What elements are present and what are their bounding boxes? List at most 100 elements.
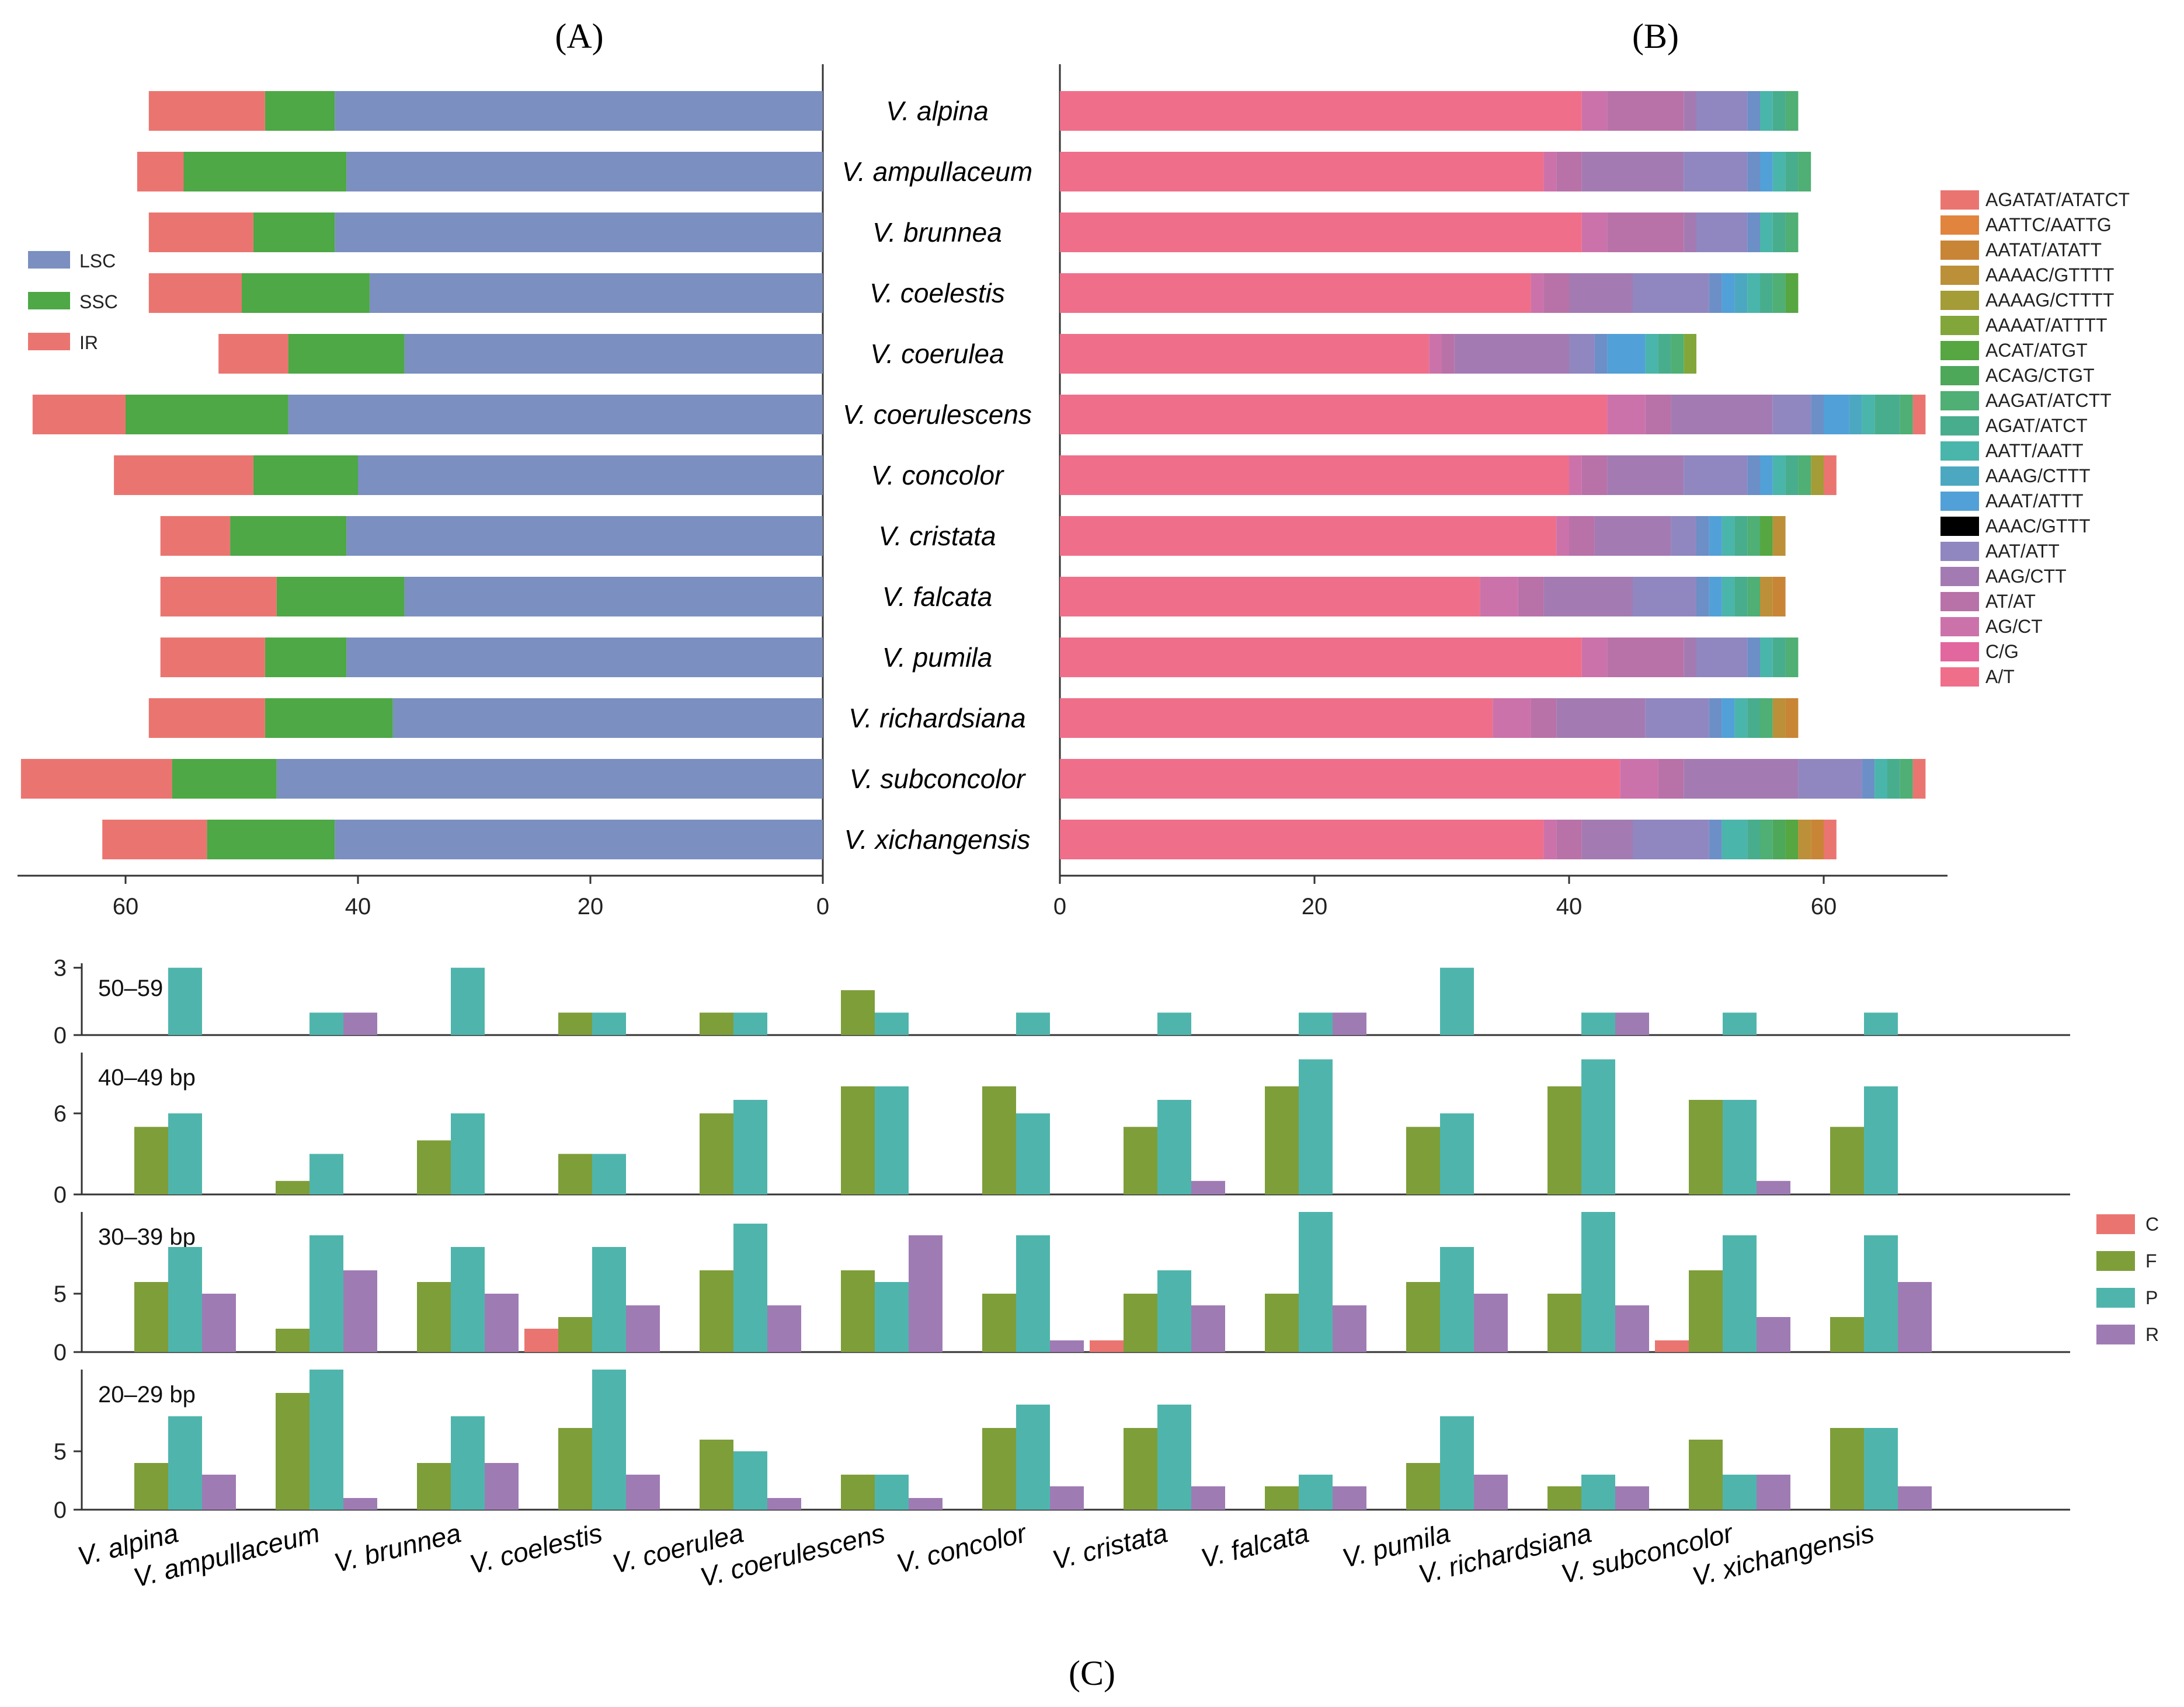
bar-b-v-subconcolor-agatat-atatct [1912, 759, 1926, 799]
bar-c-2-v-coelestis-P [592, 1247, 626, 1352]
bar-b-v-brunnea-ag-ct [1581, 212, 1608, 252]
legend-b-label-aatat-atatt: AATAT/ATATT [1985, 239, 2102, 260]
bar-c-0-v-coelestis-P [592, 1012, 626, 1035]
legend-b-swatch-aat-att [1940, 542, 1979, 561]
bar-a-v-xichangensis-ir [102, 820, 207, 859]
bar-b-v-brunnea-aatt-aatt [1760, 212, 1773, 252]
bar-b-v-brunnea-aat-att [1696, 212, 1748, 252]
legend-b-swatch-aatat-atatt [1940, 241, 1979, 260]
bar-c-0-v-coelestis-F [558, 1012, 592, 1035]
bar-a-v-ampullaceum-ssc [183, 152, 347, 191]
bar-c-2-v-concolor-P [1016, 1235, 1050, 1352]
species-name-v-brunnea: V. brunnea [872, 217, 1002, 248]
bar-b-v-concolor-aatt-aatt [1772, 455, 1786, 495]
bar-b-v-pumila-aag-ctt [1684, 637, 1696, 677]
bar-b-v-richardsiana-aat-att [1645, 698, 1709, 738]
facet-3-ytick-label-0: 0 [54, 1497, 67, 1523]
bar-b-v-pumila-at-at [1607, 637, 1684, 677]
bar-b-v-brunnea-a-t [1060, 212, 1582, 252]
bar-c-2-v-ampullaceum-F [276, 1329, 309, 1352]
legend-b-swatch-a-t [1940, 667, 1979, 687]
legend-b-swatch-ag-ct [1940, 617, 1979, 636]
bar-c-2-v-ampullaceum-R [343, 1270, 377, 1352]
bar-b-v-xichangensis-a-t [1060, 820, 1544, 859]
bar-b-v-coelestis-aac-gttt [1709, 273, 1722, 313]
bar-c-3-v-richardsiana-F [1547, 1486, 1581, 1510]
bar-c-2-v-subconcolor-R [1757, 1317, 1790, 1352]
bar-b-v-coerulea-ag-ct [1429, 334, 1442, 374]
bar-b-v-xichangensis-aac-gttt [1709, 820, 1722, 859]
bar-c-3-v-coerulea-P [733, 1451, 767, 1510]
bar-c-1-v-coerulescens-F [841, 1086, 875, 1194]
panel-c-category-label-v-concolor: V. concolor [893, 1517, 1030, 1579]
bar-c-2-v-subconcolor-C [1655, 1340, 1689, 1352]
legend-b-swatch-aaaag-ctttt [1940, 291, 1979, 310]
legend-b-label-c-g: C/G [1985, 641, 2019, 662]
bar-c-3-v-coelestis-P [592, 1370, 626, 1510]
bar-b-v-subconcolor-aatt-aatt [1875, 759, 1887, 799]
bar-b-v-richardsiana-ag-ct [1493, 698, 1531, 738]
bar-c-3-v-brunnea-P [451, 1416, 485, 1510]
bar-b-v-coerulescens-aagat-atctt [1900, 395, 1913, 434]
facet-2-ytick-label-5: 5 [54, 1281, 67, 1307]
bar-b-v-coelestis-aatt-aatt [1747, 273, 1760, 313]
bar-c-2-v-coelestis-F [558, 1317, 592, 1352]
facet-0-ytick-label-0: 0 [54, 1023, 67, 1048]
bar-c-2-v-cristata-R [1191, 1305, 1225, 1352]
bar-c-1-v-coerulescens-P [875, 1086, 909, 1194]
species-name-v-coelestis: V. coelestis [870, 278, 1005, 308]
bar-a-v-alpina-ir [148, 91, 265, 131]
bar-a-v-subconcolor-ssc [172, 759, 277, 799]
bar-c-3-v-pumila-F [1406, 1463, 1440, 1510]
bar-b-v-cristata-aag-ctt [1594, 516, 1671, 556]
panel-a-tick-label-0: 0 [816, 894, 829, 919]
panel-c-category-label-v-brunnea: V. brunnea [331, 1517, 464, 1578]
bar-a-v-coelestis-ir [148, 273, 242, 313]
bar-c-3-v-ampullaceum-F [276, 1393, 309, 1510]
bar-b-v-xichangensis-aagat-atctt [1760, 820, 1773, 859]
bar-c-3-v-subconcolor-P [1723, 1475, 1757, 1510]
bar-a-v-falcata-ir [160, 577, 277, 616]
bar-c-0-v-alpina-P [168, 967, 202, 1035]
legend-b-swatch-aaat-attt [1940, 492, 1979, 511]
legend-b-swatch-aaag-cttt [1940, 466, 1979, 486]
bar-c-2-v-cristata-C [1090, 1340, 1124, 1352]
bar-b-v-falcata-aag-ctt [1543, 577, 1633, 616]
bar-b-v-xichangensis-ag-ct [1543, 820, 1557, 859]
bar-a-v-brunnea-lsc [335, 212, 823, 252]
bar-c-3-v-cristata-R [1191, 1486, 1225, 1510]
legend-b-swatch-aaaat-atttt [1940, 316, 1979, 335]
bar-b-v-subconcolor-at-at [1658, 759, 1684, 799]
bar-c-2-v-alpina-P [168, 1247, 202, 1352]
bar-b-v-cristata-ag-ct [1556, 516, 1569, 556]
bar-b-v-falcata-aagat-atctt [1747, 577, 1760, 616]
legend-b-label-aaaag-ctttt: AAAAG/CTTTT [1985, 290, 2114, 311]
species-name-v-xichangensis: V. xichangensis [844, 824, 1031, 855]
bar-b-v-alpina-ag-ct [1581, 91, 1608, 131]
bar-c-2-v-pumila-F [1406, 1282, 1440, 1352]
bar-a-v-pumila-ssc [265, 637, 347, 677]
legend-c-label-R: R [2145, 1324, 2159, 1345]
legend-b-label-aatt-aatt: AATT/AATT [1985, 440, 2084, 461]
bar-b-v-brunnea-aac-gttt [1747, 212, 1760, 252]
facet-2-ytick-label-0: 0 [54, 1340, 67, 1365]
bar-c-0-v-brunnea-P [451, 967, 485, 1035]
bar-c-3-v-cristata-F [1124, 1428, 1157, 1510]
bar-b-v-pumila-a-t [1060, 637, 1582, 677]
bar-b-v-ampullaceum-aat-att [1684, 152, 1748, 191]
legend-b-label-aaat-attt: AAAT/ATTT [1985, 490, 2084, 511]
bar-c-3-v-concolor-R [1050, 1486, 1084, 1510]
legend-b-swatch-aatt-aatt [1940, 441, 1979, 461]
bar-b-v-xichangensis-aat-att [1633, 820, 1709, 859]
bar-c-1-v-pumila-F [1406, 1127, 1440, 1194]
panel-label-b: (B) [1632, 17, 1679, 55]
bar-c-2-v-falcata-P [1299, 1212, 1333, 1352]
bar-b-v-alpina-agat-atct [1772, 91, 1786, 131]
facet-title-1: 40–49 bp [98, 1065, 196, 1091]
species-name-v-concolor: V. concolor [871, 460, 1004, 490]
bar-b-v-pumila-ag-ct [1581, 637, 1608, 677]
bar-b-v-coerulescens-aat-att [1772, 395, 1811, 434]
bar-b-v-ampullaceum-aatt-aatt [1772, 152, 1786, 191]
bar-c-3-v-brunnea-R [485, 1463, 519, 1510]
bar-b-v-subconcolor-aagat-atctt [1900, 759, 1913, 799]
